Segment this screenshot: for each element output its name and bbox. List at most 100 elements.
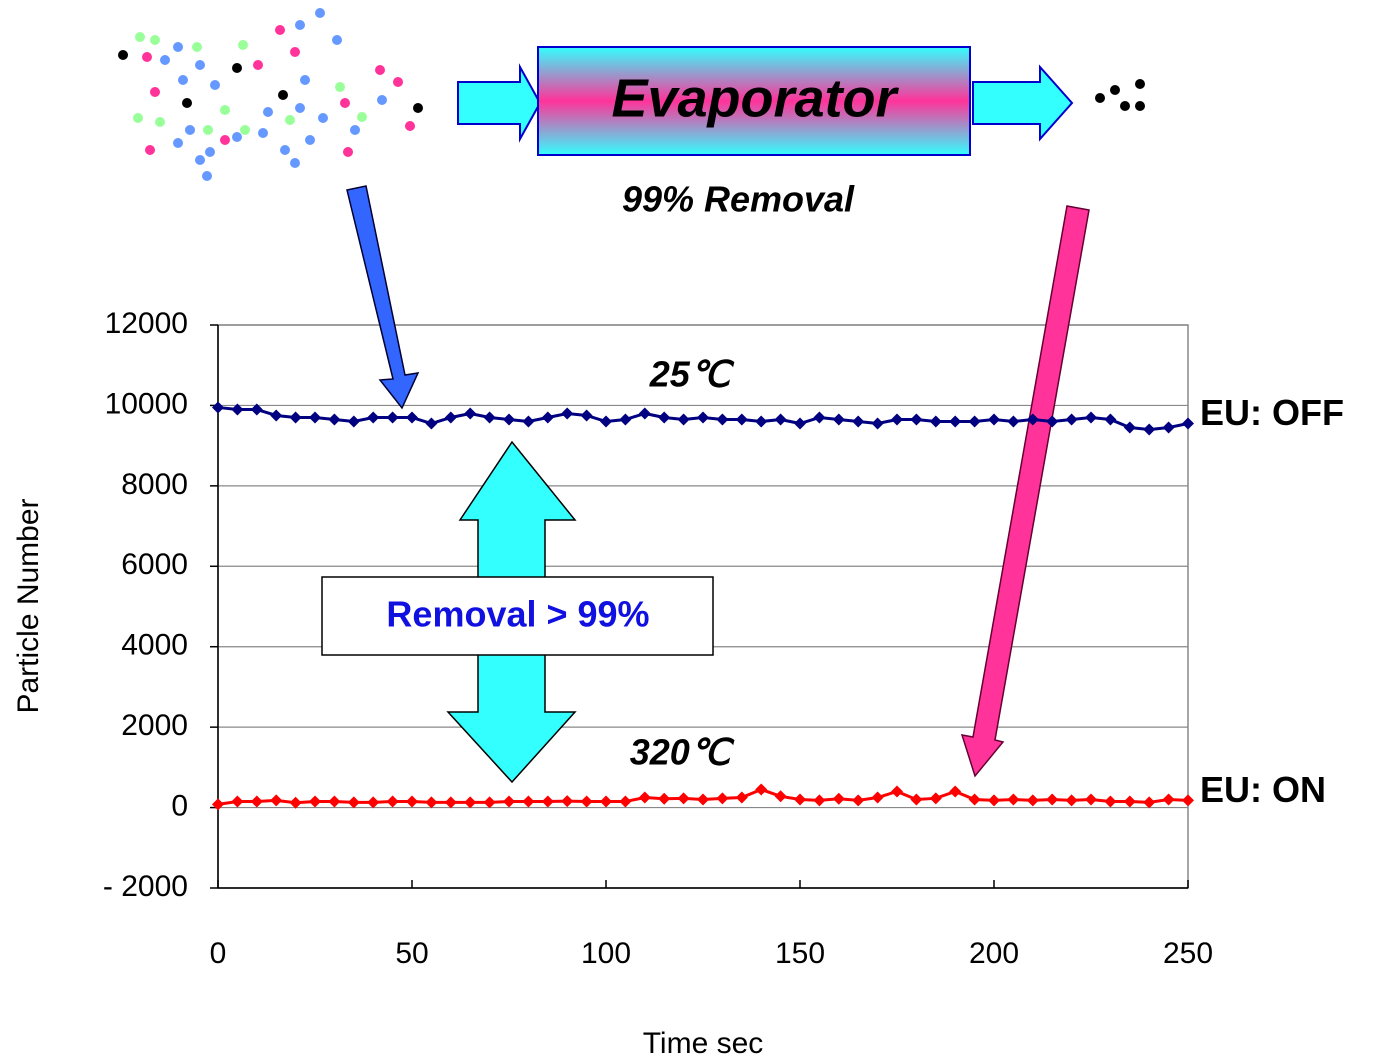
point	[406, 411, 418, 423]
point	[619, 414, 631, 426]
point	[988, 414, 1000, 426]
flow-arrow	[458, 67, 540, 139]
point	[600, 416, 612, 428]
point	[1124, 422, 1136, 434]
point	[891, 785, 903, 797]
point	[833, 414, 845, 426]
point	[600, 796, 612, 808]
point	[852, 416, 864, 428]
point	[930, 792, 942, 804]
evaporator-label: Evaporator	[611, 68, 899, 128]
point	[445, 411, 457, 423]
y-tick-label: - 2000	[103, 870, 188, 903]
point	[1163, 422, 1175, 434]
point	[581, 409, 593, 421]
point	[367, 796, 379, 808]
point	[542, 411, 554, 423]
x-tick-label: 250	[1163, 937, 1213, 970]
annotation: 25℃	[649, 354, 735, 395]
y-tick-label: 2000	[121, 709, 188, 742]
point	[891, 414, 903, 426]
point	[503, 414, 515, 426]
point	[1066, 414, 1078, 426]
x-tick-label: 100	[581, 937, 631, 970]
point	[425, 418, 437, 430]
point	[348, 416, 360, 428]
point	[678, 792, 690, 804]
point	[755, 416, 767, 428]
point	[1046, 794, 1058, 806]
point	[387, 796, 399, 808]
point	[736, 414, 748, 426]
annotation: 320℃	[630, 732, 735, 773]
point	[270, 409, 282, 421]
point	[930, 416, 942, 428]
point	[464, 796, 476, 808]
annotation: 99% Removal	[622, 179, 855, 220]
point	[212, 401, 224, 413]
y-axis-label: Particle Number	[12, 498, 45, 713]
point	[212, 798, 224, 810]
y-tick-label: 4000	[121, 629, 188, 662]
point	[484, 796, 496, 808]
point	[697, 794, 709, 806]
point	[1007, 794, 1019, 806]
legend-label: EU: OFF	[1200, 392, 1344, 433]
y-tick-label: 6000	[121, 548, 188, 581]
point	[290, 797, 302, 809]
point	[775, 790, 787, 802]
point	[697, 411, 709, 423]
point	[813, 411, 825, 423]
point	[1124, 796, 1136, 808]
point	[309, 411, 321, 423]
point	[716, 792, 728, 804]
point	[251, 796, 263, 808]
x-tick-label: 0	[210, 937, 227, 970]
x-tick-label: 150	[775, 937, 825, 970]
point	[348, 796, 360, 808]
point	[270, 794, 282, 806]
point	[387, 411, 399, 423]
y-tick-label: 12000	[105, 307, 188, 340]
point	[445, 796, 457, 808]
point	[328, 414, 340, 426]
point	[1027, 794, 1039, 806]
point	[658, 411, 670, 423]
point	[794, 794, 806, 806]
point	[988, 794, 1000, 806]
point	[1007, 416, 1019, 428]
x-tick-label: 50	[395, 937, 428, 970]
point	[503, 796, 515, 808]
point	[367, 411, 379, 423]
point	[639, 407, 651, 419]
point	[775, 414, 787, 426]
point	[522, 796, 534, 808]
point	[406, 796, 418, 808]
point	[1143, 796, 1155, 808]
y-tick-label: 8000	[121, 468, 188, 501]
point	[969, 794, 981, 806]
point	[1104, 796, 1116, 808]
point	[581, 796, 593, 808]
point	[1143, 424, 1155, 436]
point	[852, 794, 864, 806]
point	[464, 407, 476, 419]
point	[561, 407, 573, 419]
point	[658, 793, 670, 805]
point	[561, 795, 573, 807]
point	[484, 411, 496, 423]
x-tick-label: 200	[969, 937, 1019, 970]
point	[1085, 411, 1097, 423]
point	[309, 796, 321, 808]
flow-arrow	[973, 67, 1072, 139]
point	[716, 414, 728, 426]
point	[522, 416, 534, 428]
y-tick-label: 0	[171, 789, 188, 822]
x-axis-label: Time sec	[643, 1027, 764, 1060]
point	[910, 414, 922, 426]
point	[813, 794, 825, 806]
point	[794, 418, 806, 430]
point	[1085, 794, 1097, 806]
point	[969, 416, 981, 428]
point	[1163, 794, 1175, 806]
